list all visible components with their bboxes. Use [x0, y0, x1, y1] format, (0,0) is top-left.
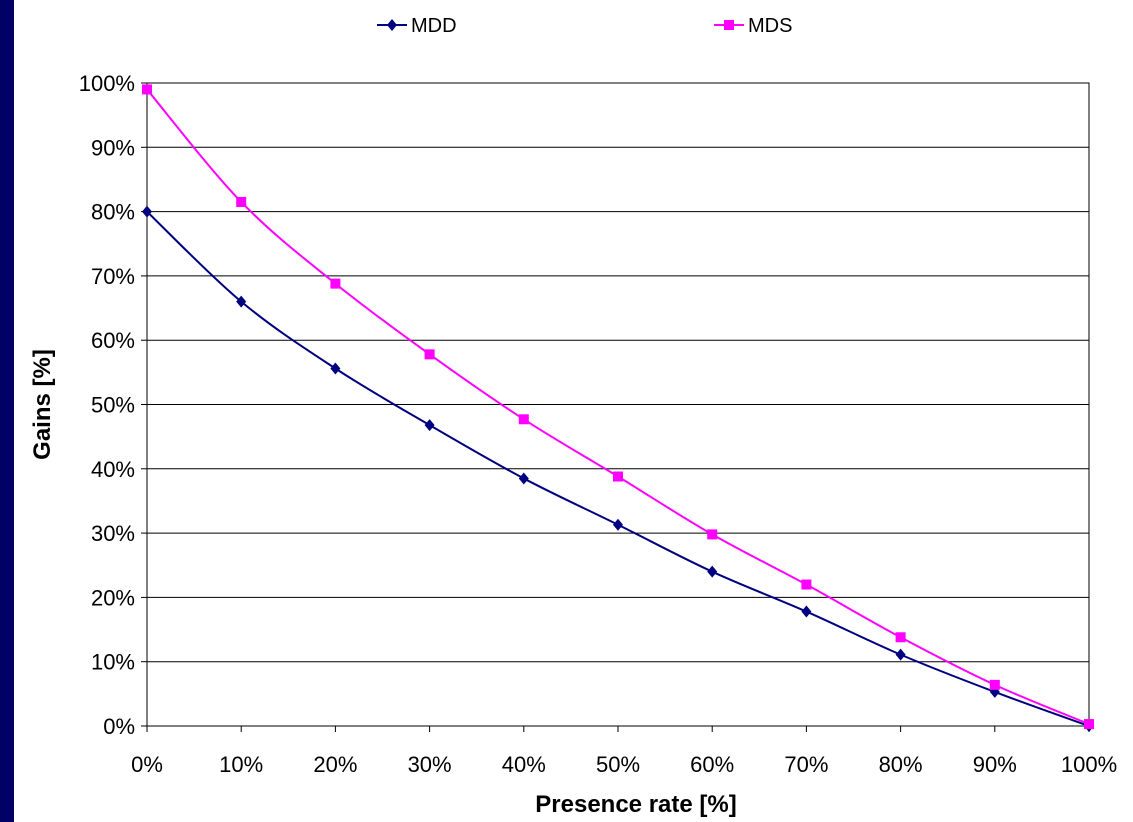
legend-marker-mds	[724, 20, 734, 30]
x-tick-label: 90%	[973, 752, 1017, 777]
data-point-mdd	[801, 605, 812, 618]
data-point-mdd	[613, 518, 623, 531]
data-point-mds	[330, 278, 341, 289]
x-tick-label: 80%	[879, 752, 923, 777]
legend-label-mds: MDS	[748, 15, 792, 37]
y-axis-ticks: 0% 10% 20% 30% 40% 50% 60% 70% 80% 90% 100%	[79, 71, 147, 739]
y-tick-label: 90%	[91, 135, 135, 160]
data-point-mdd	[236, 295, 247, 308]
data-point-mds	[236, 196, 247, 207]
data-point-mds	[707, 529, 718, 540]
legend: MDD MDS	[377, 15, 792, 37]
legend-marker-mdd	[387, 19, 397, 31]
x-tick-label: 0%	[131, 752, 163, 777]
data-point-mds	[424, 349, 435, 360]
grid-lines	[147, 82, 1089, 727]
legend-label-mdd: MDD	[411, 15, 457, 37]
data-point-mds	[1084, 719, 1094, 730]
x-tick-label: 30%	[408, 752, 452, 777]
y-tick-label: 10%	[91, 650, 135, 675]
y-tick-label: 60%	[91, 328, 135, 353]
series-mds	[142, 84, 1094, 730]
y-tick-label: 20%	[91, 585, 135, 610]
y-tick-label: 50%	[91, 393, 135, 418]
x-tick-label: 20%	[313, 752, 357, 777]
data-point-mdd	[142, 205, 152, 218]
y-tick-label: 70%	[91, 264, 135, 289]
data-point-mdd	[895, 648, 906, 661]
data-point-mds	[613, 471, 623, 482]
data-point-mdd	[518, 472, 529, 485]
y-tick-label: 30%	[91, 521, 135, 546]
y-tick-label: 100%	[79, 71, 135, 96]
x-tick-label: 60%	[690, 752, 734, 777]
data-point-mdd	[330, 362, 341, 375]
chart-frame: MDD MDS 0% 10% 20% 30% 40% 50% 60% 70% 80% 90% 100%…	[14, 0, 1133, 822]
data-point-mdd	[707, 565, 718, 578]
data-point-mds	[989, 679, 1000, 690]
legend-item-mdd: MDD	[377, 15, 457, 37]
data-point-mds	[518, 414, 529, 425]
series-line-mds	[146, 88, 1090, 725]
y-tick-label: 80%	[91, 200, 135, 225]
y-axis-title: Gains [%]	[29, 349, 56, 460]
series-mdd	[142, 205, 1094, 732]
x-tick-label: 40%	[502, 752, 546, 777]
y-tick-label: 40%	[91, 457, 135, 482]
x-axis-title: Presence rate [%]	[535, 791, 736, 818]
line-chart: MDD MDS 0% 10% 20% 30% 40% 50% 60% 70% 80% 90% 100%…	[29, 15, 1117, 818]
data-point-mds	[895, 632, 906, 643]
data-point-mds	[142, 84, 152, 95]
y-tick-label: 0%	[103, 714, 135, 739]
data-point-mds	[801, 579, 812, 590]
x-tick-label: 50%	[596, 752, 640, 777]
x-tick-label: 70%	[784, 752, 828, 777]
x-axis-ticks: 0% 10% 20% 30% 40% 50% 60% 70% 80% 90% 100%	[131, 726, 1117, 777]
series-layer	[142, 84, 1094, 732]
legend-item-mds: MDS	[714, 15, 792, 37]
data-point-mdd	[424, 419, 435, 432]
x-tick-label: 100%	[1061, 752, 1117, 777]
x-tick-label: 10%	[219, 752, 263, 777]
